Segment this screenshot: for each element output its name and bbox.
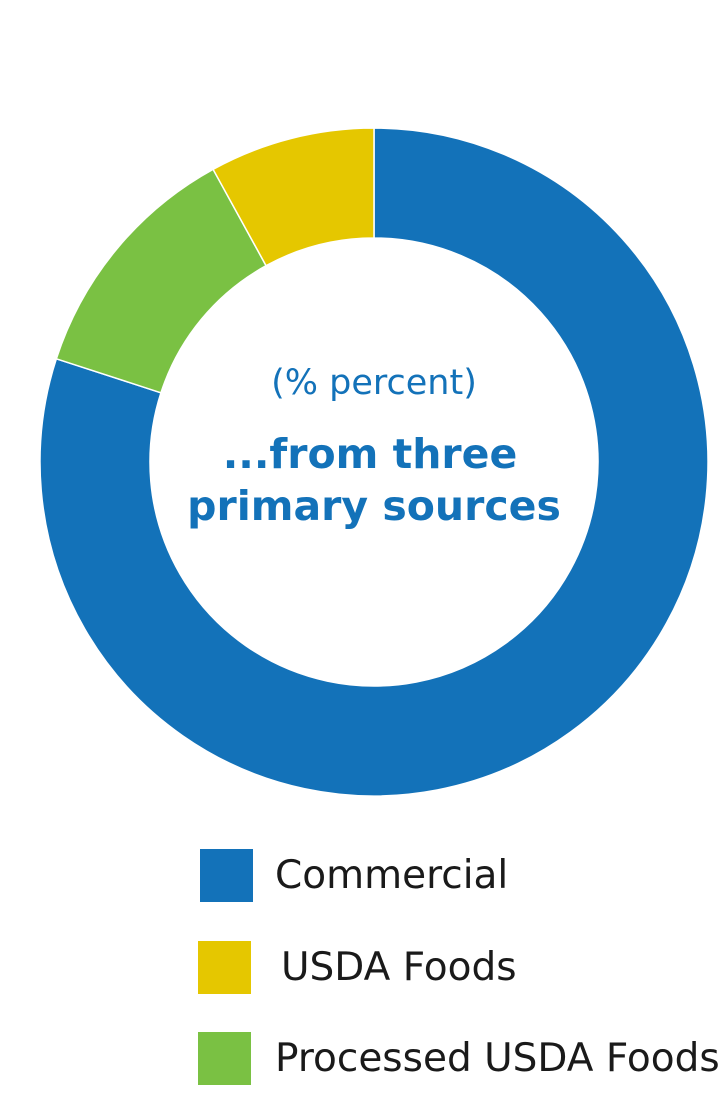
chart-center-subtitle: (% percent)	[271, 363, 477, 403]
chart-center-title-line-1: ...from three	[223, 430, 518, 478]
legend-swatch-usda-foods	[198, 941, 251, 994]
donut-slices	[39, 127, 709, 797]
slice-usda-foods	[212, 127, 375, 267]
donut-chart: (% percent) ...from three primary source…	[39, 127, 709, 797]
legend-item-commercial: Commercial	[200, 849, 508, 902]
legend-item-usda-foods: USDA Foods	[198, 941, 517, 994]
legend-label-usda-foods: USDA Foods	[281, 945, 517, 990]
chart-center-title-line-2: primary sources	[187, 482, 561, 530]
legend-swatch-processed-usda-foods	[198, 1032, 251, 1085]
slice-commercial	[39, 127, 709, 797]
legend-label-commercial: Commercial	[275, 853, 509, 898]
legend-item-processed-usda-foods: Processed USDA Foods	[198, 1032, 720, 1085]
legend-swatch-commercial	[200, 849, 253, 902]
legend-label-processed-usda-foods: Processed USDA Foods	[275, 1036, 720, 1081]
